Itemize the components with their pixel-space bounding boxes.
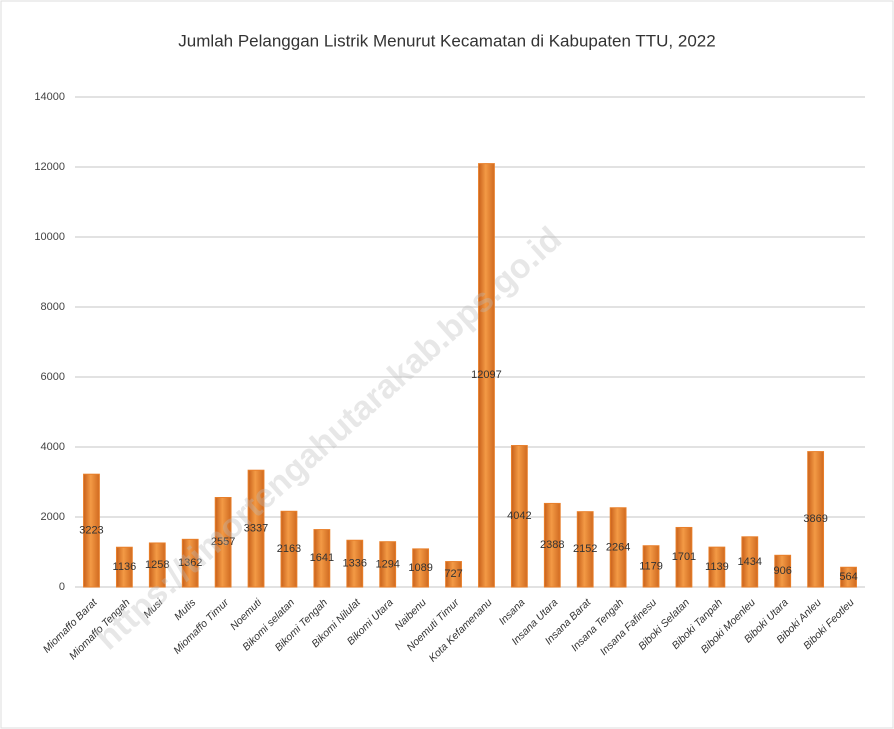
- bar: [313, 529, 331, 588]
- value-label: 2388: [540, 539, 564, 551]
- value-label: 1294: [375, 558, 399, 570]
- bar: [379, 541, 397, 588]
- value-label: 1089: [408, 562, 432, 574]
- bar: [708, 546, 726, 588]
- x-tick-label: Insana Fafinesu: [598, 596, 659, 657]
- value-label: 3223: [79, 525, 103, 537]
- value-label: 3869: [803, 513, 827, 525]
- value-label: 2264: [606, 541, 630, 553]
- value-label: 2152: [573, 543, 597, 555]
- bar: [774, 554, 792, 588]
- x-tick-label: Insana: [497, 596, 528, 627]
- value-label: 1434: [738, 556, 762, 568]
- y-tick-label: 10000: [34, 231, 65, 243]
- bar: [576, 511, 594, 588]
- y-tick-label: 12000: [34, 161, 65, 173]
- bar: [609, 507, 627, 588]
- bar: [543, 502, 561, 588]
- bar: [148, 542, 166, 588]
- bar: [807, 451, 825, 588]
- y-tick-label: 8000: [41, 301, 65, 313]
- value-label: 2557: [211, 536, 235, 548]
- value-label: 1179: [639, 560, 663, 572]
- value-label: 12097: [471, 369, 502, 381]
- bar: [642, 545, 660, 588]
- value-label: 1336: [343, 558, 367, 570]
- value-label: 3337: [244, 523, 268, 535]
- bar: [840, 566, 857, 588]
- y-tick-label: 6000: [41, 371, 65, 383]
- bar: [741, 536, 759, 588]
- bar: [478, 163, 495, 588]
- bar: [675, 526, 693, 588]
- value-label: 727: [444, 568, 462, 580]
- value-label: 1362: [178, 557, 202, 569]
- bar: [445, 561, 462, 588]
- bar: [181, 538, 199, 588]
- x-tick-label: Kota Kefamenanu: [427, 596, 495, 664]
- value-label: 1258: [145, 559, 169, 571]
- value-label: 1136: [113, 561, 137, 573]
- watermark: https://timortengahutarakab.bps.go.id: [89, 220, 569, 658]
- bar: [214, 497, 232, 588]
- bar: [247, 469, 265, 588]
- chart-title: Jumlah Pelanggan Listrik Menurut Kecamat…: [178, 31, 715, 50]
- bar: [115, 546, 133, 588]
- y-tick-label: 14000: [34, 91, 65, 103]
- bar: [280, 510, 298, 588]
- bar: [83, 473, 100, 588]
- value-label: 906: [774, 565, 792, 577]
- bar: [346, 539, 364, 588]
- value-label: 2163: [277, 543, 301, 555]
- bar: [510, 445, 528, 588]
- value-label: 4042: [507, 510, 531, 522]
- y-tick-label: 2000: [41, 511, 65, 523]
- value-label: 564: [839, 571, 857, 583]
- value-label: 1701: [672, 551, 696, 563]
- y-tick-label: 0: [59, 581, 65, 593]
- y-tick-label: 4000: [41, 441, 65, 453]
- value-label: 1139: [705, 561, 729, 573]
- value-label: 1641: [310, 552, 334, 564]
- bar: [412, 548, 430, 588]
